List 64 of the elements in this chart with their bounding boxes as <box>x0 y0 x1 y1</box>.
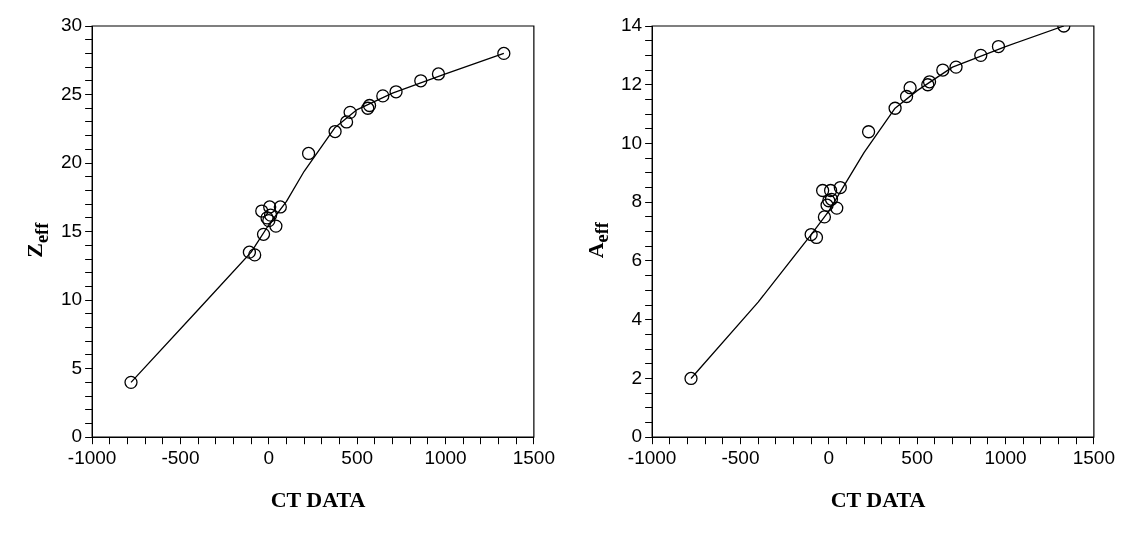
point <box>269 219 283 233</box>
point <box>497 46 511 61</box>
y-tick-label: 12 <box>620 72 643 94</box>
point <box>817 210 832 224</box>
point <box>263 200 277 214</box>
x-tick-label: 500 <box>901 446 934 468</box>
x-tick-label: 1000 <box>424 446 467 468</box>
x-tick-label: -1000 <box>627 446 677 468</box>
point <box>248 248 262 262</box>
y-tick-label: 0 <box>71 425 83 447</box>
point <box>823 183 838 198</box>
x-axis-title: CT DATA <box>269 487 366 513</box>
point <box>684 371 698 386</box>
point <box>830 201 844 215</box>
x-tick-label: 1500 <box>1072 446 1116 468</box>
point <box>263 208 278 222</box>
x-tick-label: 1000 <box>984 446 1027 468</box>
point <box>820 198 834 212</box>
y-tick-label: 25 <box>60 82 83 104</box>
x-axis-title: CT DATA <box>829 487 926 513</box>
point <box>301 146 316 161</box>
y-tick-label: 2 <box>631 366 643 388</box>
point <box>974 48 988 63</box>
point <box>414 74 428 88</box>
point <box>991 39 1006 54</box>
point <box>389 85 403 99</box>
y-tick-label: 0 <box>631 425 643 447</box>
y-tick-label: 5 <box>71 356 83 378</box>
point <box>888 101 902 115</box>
x-tick-label: 0 <box>823 446 835 468</box>
point <box>431 67 446 81</box>
x-tick-label: -500 <box>721 446 760 468</box>
point <box>833 180 847 195</box>
point <box>124 375 138 390</box>
point <box>861 125 876 139</box>
point <box>256 227 271 241</box>
y-tick-label: 15 <box>60 219 83 241</box>
y-tick-label: 4 <box>631 307 643 329</box>
point <box>949 60 963 74</box>
point <box>376 89 390 103</box>
y-tick-label: 14 <box>620 14 643 36</box>
y-tick-label: 10 <box>60 288 83 310</box>
x-tick-label: -1000 <box>67 446 117 468</box>
point <box>255 204 269 218</box>
y-tick-label: 30 <box>60 14 83 36</box>
x-tick-label: 500 <box>341 446 374 468</box>
point <box>936 63 950 77</box>
point <box>804 227 818 242</box>
x-tick-label: 1500 <box>512 446 556 468</box>
point <box>815 183 830 198</box>
point <box>343 105 357 119</box>
point <box>899 89 914 104</box>
x-tick-label: -500 <box>161 446 200 468</box>
y-tick-label: 10 <box>620 131 643 153</box>
point <box>339 115 354 129</box>
point <box>273 200 287 214</box>
point <box>242 245 257 259</box>
y-tick-label: 20 <box>60 151 83 173</box>
y-tick-label: 8 <box>631 190 643 212</box>
point <box>328 124 342 139</box>
y-tick-label: 6 <box>631 249 643 271</box>
point <box>903 81 917 95</box>
point <box>809 230 824 245</box>
x-tick-label: 0 <box>263 446 275 468</box>
